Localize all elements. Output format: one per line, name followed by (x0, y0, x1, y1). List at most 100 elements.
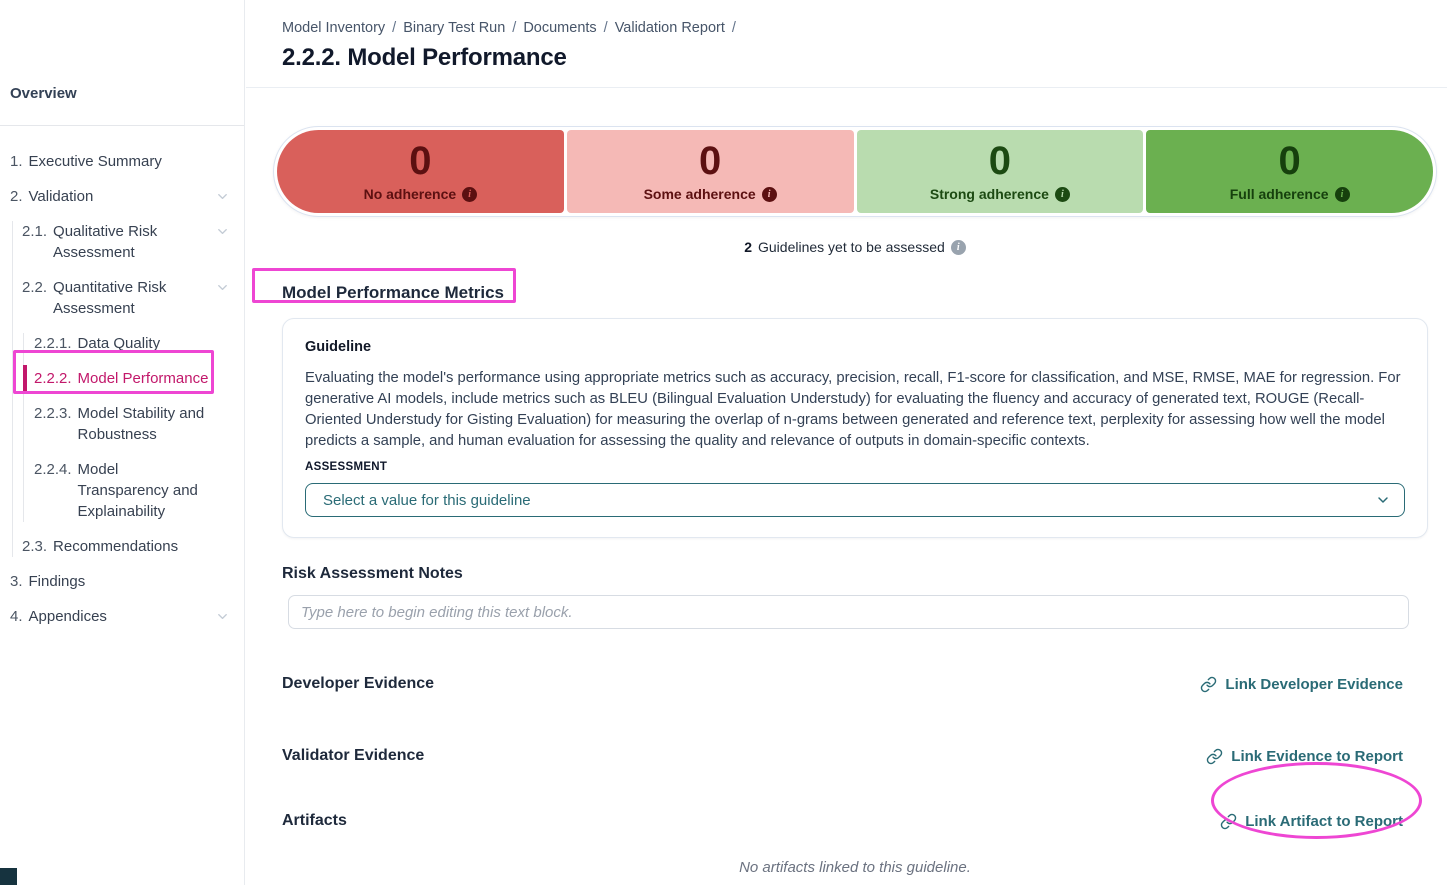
no-adherence-count: 0 (409, 139, 432, 183)
item-number: 2.2. (22, 279, 48, 296)
chevron-down-icon[interactable] (215, 189, 230, 204)
guideline-title: Guideline (305, 339, 372, 355)
item-label: Quantitative Risk Assessment (53, 279, 167, 317)
sidebar-item-model-stability[interactable]: 2.2.3. Model Stability and Robustness (34, 403, 244, 445)
section-heading: Model Performance Metrics (282, 283, 505, 302)
sidebar-item-model-performance[interactable]: 2.2.2. Model Performance (23, 365, 244, 392)
link-artifact-to-report-button[interactable]: Link Artifact to Report (1220, 813, 1403, 830)
assessment-select-placeholder: Select a value for this guideline (323, 491, 531, 509)
some-adherence-count: 0 (699, 139, 722, 183)
guideline-card: Guideline Evaluating the model's perform… (282, 318, 1428, 538)
breadcrumb-binary-test-run[interactable]: Binary Test Run (403, 20, 506, 36)
guideline-body-text: Evaluating the model's performance using… (305, 370, 1401, 449)
chevron-down-icon (1375, 492, 1391, 508)
breadcrumb-separator: / (392, 20, 397, 36)
info-icon[interactable]: i (462, 186, 478, 202)
sidebar-item-model-transparency[interactable]: 2.2.4. Model Transparency and Explainabi… (34, 459, 244, 522)
sidebar-item-recommendations[interactable]: 2.3. Recommendations (22, 536, 244, 557)
item-number: 2.1. (22, 223, 48, 240)
page-title: 2.2.2. Model Performance (282, 44, 567, 71)
link-icon (1206, 748, 1223, 765)
sidebar-overview-label[interactable]: Overview (10, 85, 77, 102)
sidebar-item-findings[interactable]: 3. Findings (10, 571, 244, 592)
artifacts-section: Artifacts Link Artifact to Report (282, 812, 1428, 830)
some-adherence-card[interactable]: 0 Some adherence i (566, 130, 854, 213)
full-adherence-label: Full adherence (1229, 186, 1329, 202)
validator-evidence-section: Validator Evidence Link Evidence to Repo… (282, 747, 1428, 765)
assessment-label: ASSESSMENT (305, 461, 388, 473)
bottom-left-corner-widget (0, 868, 17, 885)
link-evidence-to-report-button[interactable]: Link Evidence to Report (1206, 748, 1403, 765)
developer-evidence-section: Developer Evidence Link Developer Eviden… (282, 675, 1428, 693)
link-artifact-to-report-label: Link Artifact to Report (1245, 812, 1403, 830)
sidebar-item-appendices[interactable]: 4. Appendices (10, 606, 244, 627)
full-adherence-card[interactable]: 0 Full adherence i (1146, 130, 1433, 213)
info-icon[interactable]: i (1054, 186, 1070, 202)
chevron-down-icon[interactable] (215, 280, 230, 295)
artifacts-heading: Artifacts (282, 812, 347, 829)
item-label: Qualitative Risk Assessment (53, 223, 158, 261)
item-label: Model Transparency and Explainability (77, 461, 198, 520)
chevron-down-icon[interactable] (215, 224, 230, 239)
breadcrumb-separator: / (731, 20, 736, 36)
assessment-select[interactable]: Select a value for this guideline (305, 483, 1405, 517)
sidebar-item-validation[interactable]: 2. Validation (10, 186, 244, 207)
breadcrumb-validation-report[interactable]: Validation Report (614, 20, 725, 36)
breadcrumb-documents[interactable]: Documents (523, 20, 597, 36)
link-icon (1200, 676, 1217, 693)
breadcrumb-separator: / (603, 20, 608, 36)
breadcrumb-model-inventory[interactable]: Model Inventory (282, 20, 386, 36)
quantitative-risk-subsections: 2.2.1. Data Quality 2.2.2. Model Perform… (23, 333, 244, 522)
content-scroll-area: 0 No adherence i 0 Some adherence i 0 (246, 126, 1447, 876)
chevron-down-icon[interactable] (215, 609, 230, 624)
breadcrumb-separator: / (512, 20, 517, 36)
strong-adherence-card[interactable]: 0 Strong adherence i (856, 130, 1144, 213)
info-icon[interactable]: i (1334, 186, 1350, 202)
strong-adherence-label: Strong adherence (929, 186, 1049, 202)
link-developer-evidence-button[interactable]: Link Developer Evidence (1200, 676, 1403, 693)
artifacts-empty-state: No artifacts linked to this guideline. (739, 859, 971, 876)
item-number: 1. (10, 153, 23, 170)
validator-evidence-heading: Validator Evidence (282, 747, 425, 764)
sidebar-item-data-quality[interactable]: 2.2.1. Data Quality (34, 333, 244, 354)
pending-label: Guidelines yet to be assessed (758, 239, 945, 255)
item-label: Appendices (28, 608, 107, 625)
strong-adherence-label-row: Strong adherence i (930, 186, 1070, 202)
full-adherence-label-row: Full adherence i (1230, 186, 1350, 202)
some-adherence-label-row: Some adherence i (644, 186, 777, 202)
sidebar-item-quantitative-risk[interactable]: 2.2. Quantitative Risk Assessment (22, 277, 244, 319)
item-label: Findings (28, 573, 86, 590)
risk-assessment-notes-heading: Risk Assessment Notes (282, 565, 463, 582)
item-label: Model Performance (77, 370, 209, 387)
full-adherence-count: 0 (1278, 139, 1301, 183)
item-label: Executive Summary (28, 153, 162, 170)
no-adherence-label-row: No adherence i (364, 186, 478, 202)
main-content: Model Inventory / Binary Test Run / Docu… (246, 0, 1447, 885)
item-number: 2. (10, 188, 23, 205)
risk-assessment-notes-input[interactable] (288, 595, 1409, 629)
breadcrumb: Model Inventory / Binary Test Run / Docu… (282, 20, 1447, 36)
pending-count: 2 (744, 239, 752, 255)
some-adherence-label: Some adherence (643, 186, 756, 202)
item-label: Model Stability and Robustness (77, 405, 205, 443)
item-number: 3. (10, 573, 23, 590)
sidebar-item-executive-summary[interactable]: 1. Executive Summary (10, 151, 244, 172)
item-number: 2.2.2. (34, 370, 72, 387)
no-adherence-card[interactable]: 0 No adherence i (277, 130, 564, 213)
item-number: 4. (10, 608, 23, 625)
item-number: 2.3. (22, 538, 48, 555)
guidelines-pending-status: 2 Guidelines yet to be assessed i (273, 239, 1437, 255)
sidebar-divider (0, 125, 244, 126)
developer-evidence-heading: Developer Evidence (282, 675, 435, 692)
info-icon[interactable]: i (950, 239, 966, 255)
sidebar-item-qualitative-risk[interactable]: 2.1. Qualitative Risk Assessment (22, 221, 244, 263)
item-label: Validation (28, 188, 94, 205)
link-evidence-to-report-label: Link Evidence to Report (1231, 747, 1403, 765)
item-label: Recommendations (53, 538, 179, 555)
item-number: 2.2.3. (34, 405, 72, 422)
no-adherence-label: No adherence (363, 186, 457, 202)
validation-subsections: 2.1. Qualitative Risk Assessment 2.2. Qu… (12, 221, 244, 557)
adherence-summary-bar: 0 No adherence i 0 Some adherence i 0 (273, 126, 1437, 217)
link-icon (1220, 813, 1237, 830)
info-icon[interactable]: i (761, 186, 777, 202)
